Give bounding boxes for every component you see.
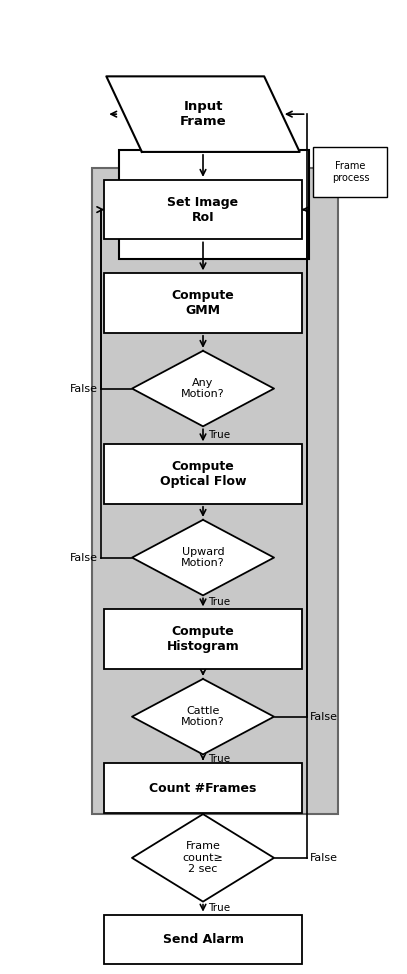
- Text: False: False: [310, 853, 338, 863]
- Text: Compute
GMM: Compute GMM: [172, 289, 234, 318]
- Bar: [119, 150, 309, 259]
- Text: True: True: [208, 597, 230, 608]
- Text: Upward
Motion?: Upward Motion?: [181, 546, 225, 569]
- Polygon shape: [132, 814, 274, 902]
- Text: Frame
count≥
2 sec: Frame count≥ 2 sec: [183, 842, 223, 875]
- Polygon shape: [132, 520, 274, 595]
- Text: Set Image
RoI: Set Image RoI: [167, 196, 239, 224]
- Text: True: True: [208, 431, 230, 440]
- Text: False: False: [310, 712, 338, 722]
- Text: False: False: [70, 552, 98, 563]
- Text: Any
Motion?: Any Motion?: [181, 378, 225, 399]
- Polygon shape: [132, 679, 274, 755]
- Text: Compute
Histogram: Compute Histogram: [166, 625, 239, 654]
- Bar: [104, 764, 302, 813]
- Text: Input
Frame: Input Frame: [180, 100, 226, 129]
- Text: Cattle
Motion?: Cattle Motion?: [181, 706, 225, 728]
- Text: Count #Frames: Count #Frames: [149, 782, 257, 795]
- Bar: [313, 147, 387, 197]
- Text: False: False: [70, 384, 98, 393]
- Bar: [104, 274, 302, 333]
- Text: Send Alarm: Send Alarm: [162, 933, 243, 946]
- Bar: [104, 180, 302, 240]
- Polygon shape: [106, 76, 300, 152]
- Text: True: True: [208, 754, 230, 764]
- Bar: [104, 610, 302, 669]
- Bar: [104, 444, 302, 504]
- Text: Frame
process: Frame process: [332, 161, 369, 182]
- Text: Compute
Optical Flow: Compute Optical Flow: [160, 460, 246, 488]
- Text: True: True: [208, 903, 230, 913]
- Bar: [104, 915, 302, 964]
- Polygon shape: [132, 351, 274, 427]
- Bar: [92, 168, 338, 814]
